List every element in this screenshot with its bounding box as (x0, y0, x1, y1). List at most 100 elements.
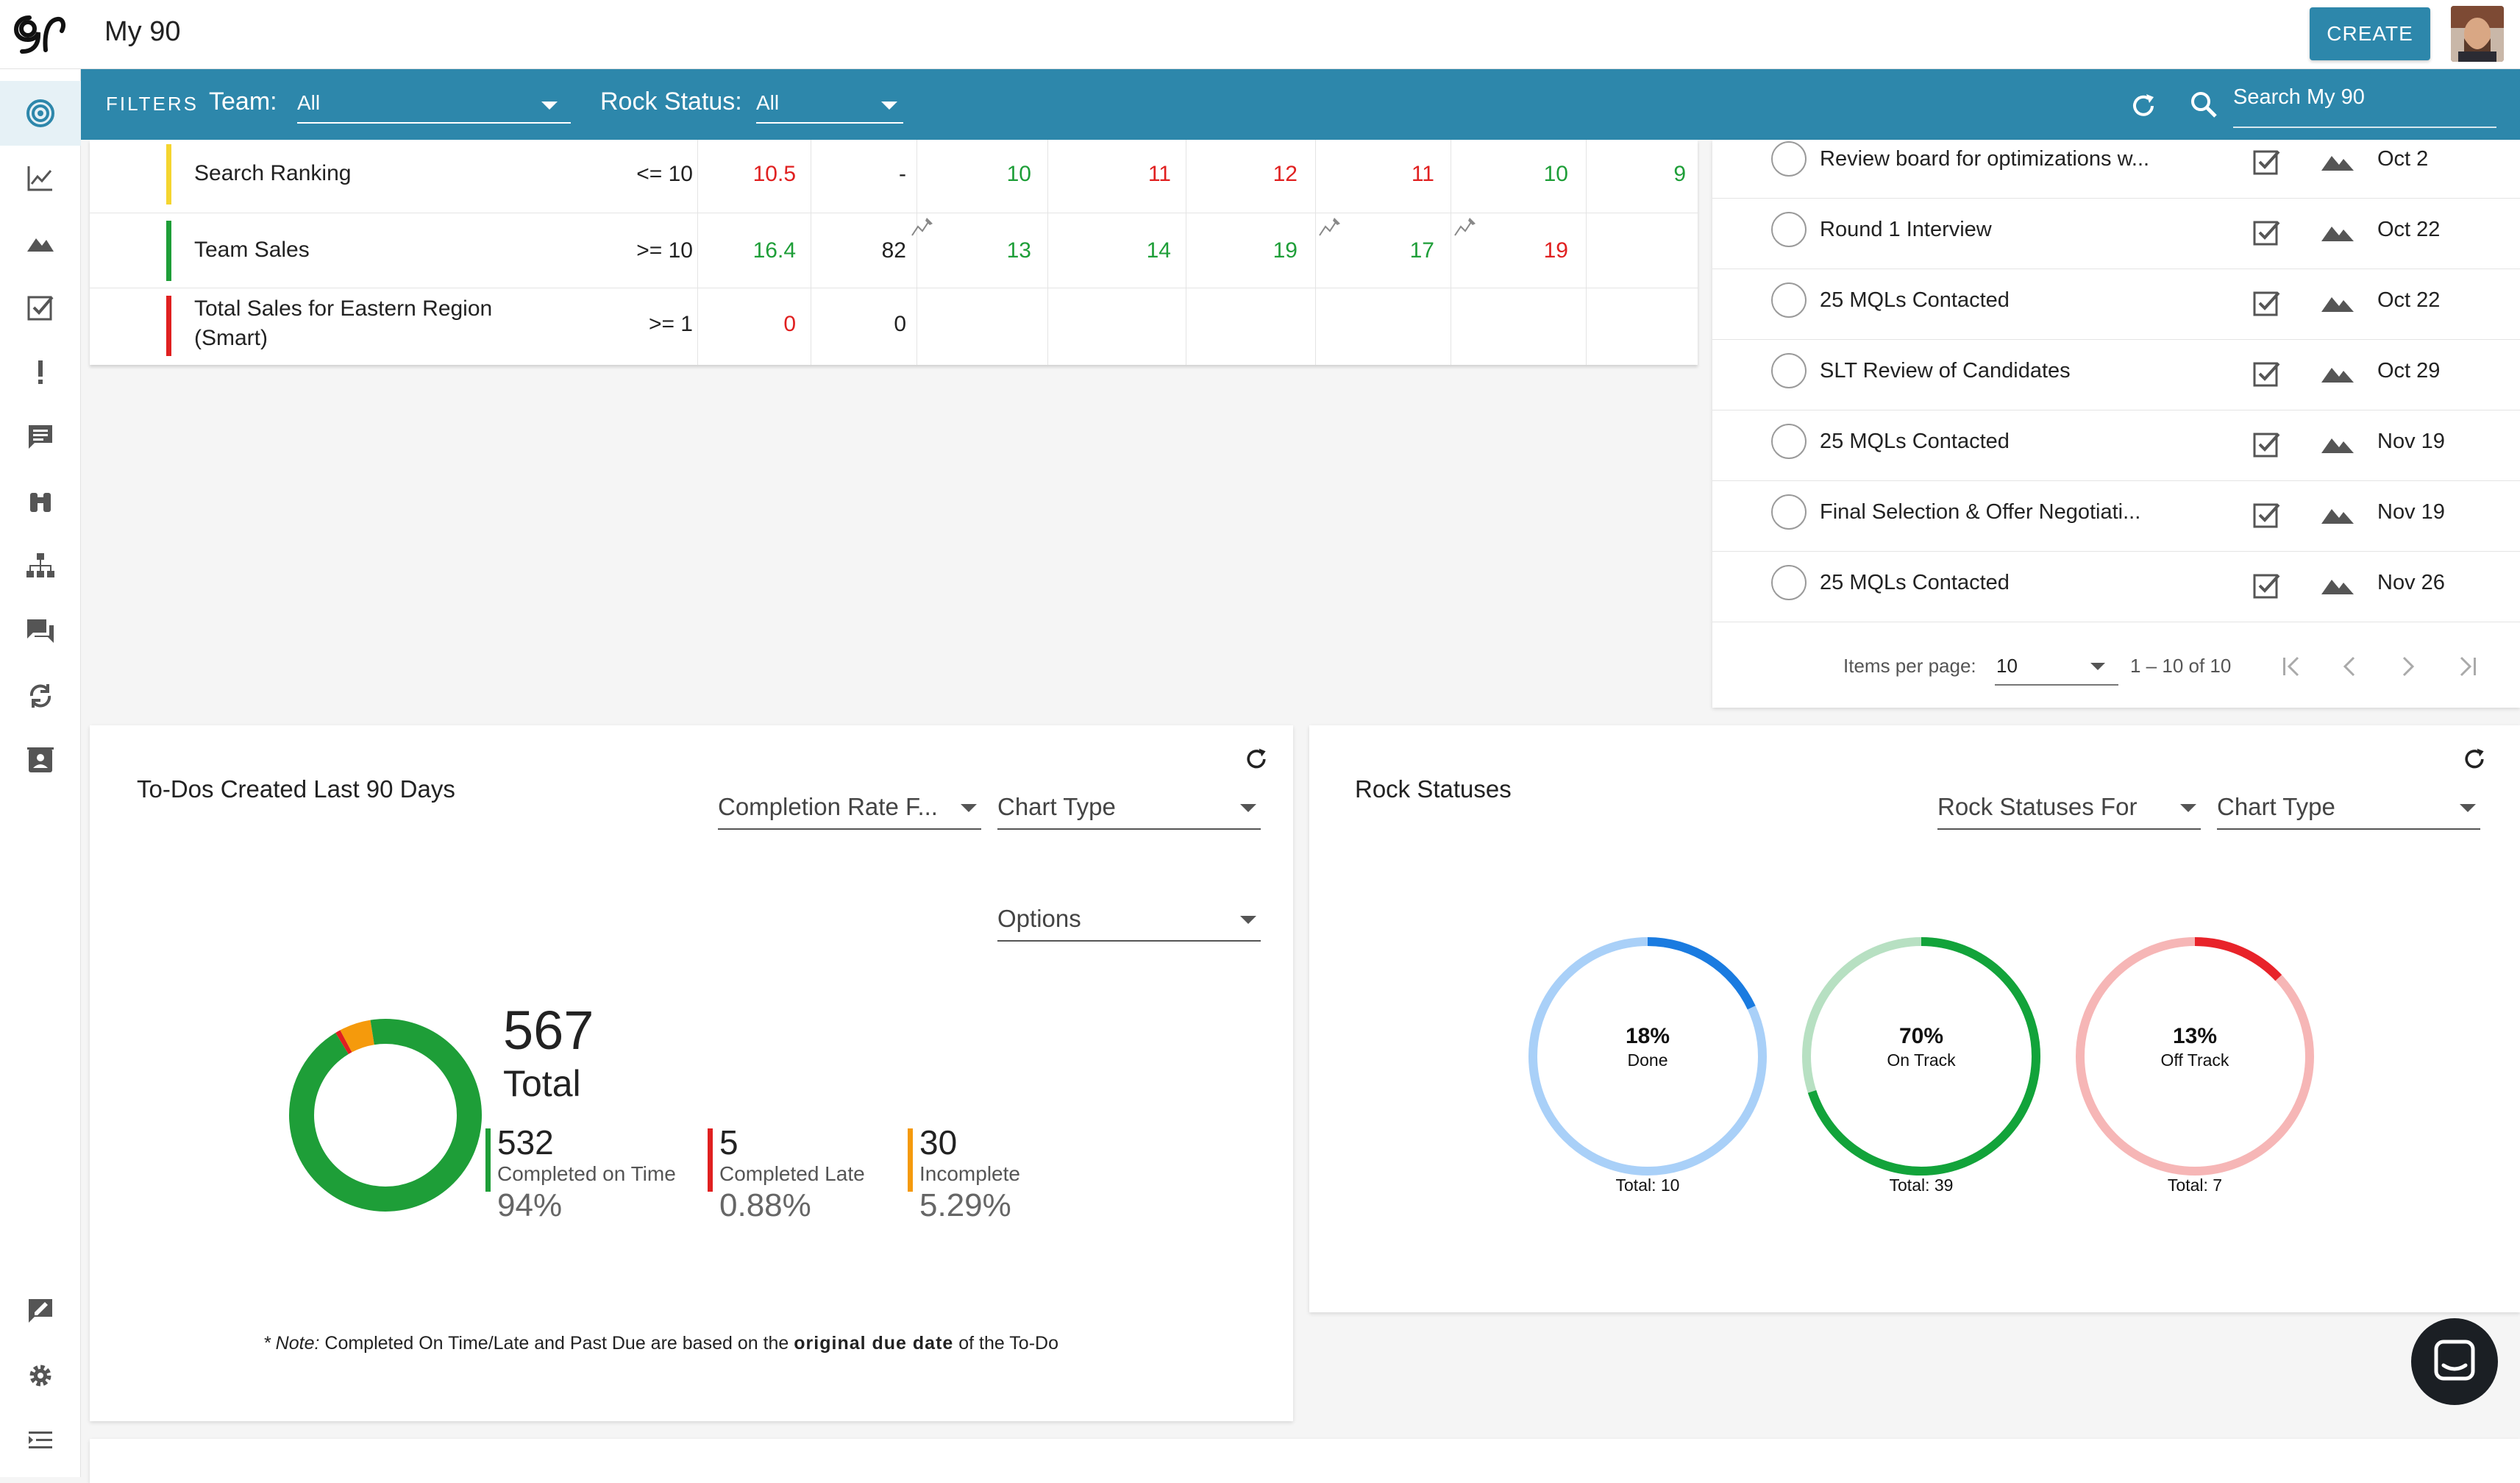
refresh-icon[interactable] (2461, 746, 2488, 772)
scorecard-row[interactable]: Search Ranking <= 10 10.5 - 10 11 12 11 … (90, 140, 1698, 213)
score-cell[interactable]: 10 (1006, 162, 1031, 186)
score-cell[interactable]: 11 (1411, 162, 1434, 186)
rock-status-select[interactable]: All (756, 91, 780, 114)
rock-title[interactable]: 25 MQLs Contacted (1820, 430, 2010, 453)
score-cell[interactable]: 10 (1543, 162, 1568, 186)
target-icon[interactable] (21, 94, 60, 132)
last-page-icon[interactable] (2454, 653, 2480, 680)
score-cell[interactable]: 14 (1146, 238, 1171, 263)
exclamation-icon[interactable] (21, 353, 60, 391)
rock-title[interactable]: SLT Review of Candidates (1820, 359, 2071, 383)
rock-title[interactable]: 25 MQLs Contacted (1820, 571, 2010, 594)
options-select[interactable]: Options (997, 897, 1261, 942)
mountain-icon[interactable] (2321, 503, 2354, 525)
score-cell[interactable]: 0 (783, 312, 796, 336)
rock-row[interactable]: SLT Review of Candidates Oct 29 (1712, 340, 2520, 410)
rock-row[interactable]: Final Selection & Offer Negotiati... Nov … (1712, 481, 2520, 552)
chart-type-select[interactable]: Chart Type (2217, 786, 2480, 830)
rock-title[interactable]: Final Selection & Offer Negotiati... (1820, 500, 2141, 524)
checkbox-icon[interactable] (2252, 288, 2282, 318)
refresh-icon[interactable] (2129, 91, 2158, 121)
contact-card-icon[interactable] (21, 742, 60, 780)
ring-chart (1528, 937, 1767, 1176)
create-button[interactable]: CREATE (2310, 7, 2430, 60)
score-cell[interactable]: 13 (1006, 238, 1031, 263)
org-chart-icon[interactable] (21, 547, 60, 586)
refresh-icon[interactable] (1243, 746, 1270, 772)
score-cell[interactable]: 16.4 (752, 238, 796, 263)
checkbox-icon[interactable] (2252, 500, 2282, 530)
rock-statuses-for-select[interactable]: Rock Statuses For (1937, 786, 2201, 830)
chevron-down-icon[interactable] (541, 102, 558, 110)
avatar[interactable] (2451, 6, 2504, 62)
checkbox-icon[interactable] (2252, 218, 2282, 247)
mountain-icon[interactable] (2321, 150, 2354, 172)
mountain-icon[interactable] (2321, 574, 2354, 596)
score-cell[interactable]: 11 (1147, 162, 1171, 186)
checkbox-icon[interactable] (2252, 359, 2282, 388)
menu-collapse-icon[interactable] (21, 1421, 60, 1459)
rock-title[interactable]: Review board for optimizations w... (1820, 147, 2150, 171)
note-icon[interactable] (1453, 215, 1478, 237)
status-bar-green (166, 221, 171, 281)
rock-complete-toggle[interactable] (1771, 353, 1807, 388)
rock-title[interactable]: Round 1 Interview (1820, 218, 1992, 241)
note-icon[interactable] (1318, 215, 1343, 237)
chevron-down-icon[interactable] (881, 102, 897, 110)
completion-rate-select[interactable]: Completion Rate F... (718, 786, 981, 830)
rock-complete-toggle[interactable] (1771, 282, 1807, 318)
checkbox-icon[interactable] (2252, 571, 2282, 600)
rock-row[interactable]: 25 MQLs Contacted Nov 26 (1712, 552, 2520, 622)
mountain-icon[interactable] (2321, 221, 2354, 243)
search-input[interactable]: Search My 90 (2233, 85, 2365, 109)
score-cell[interactable]: 10.5 (752, 162, 796, 186)
line-chart-icon[interactable] (21, 159, 60, 197)
score-cell[interactable]: 19 (1543, 238, 1568, 263)
score-cell[interactable]: 17 (1409, 238, 1434, 263)
score-cell[interactable]: 19 (1273, 238, 1298, 263)
score-cell[interactable]: 12 (1273, 162, 1298, 186)
sync-icon[interactable] (21, 677, 60, 715)
team-select[interactable]: All (297, 91, 321, 114)
rock-complete-toggle[interactable] (1771, 494, 1807, 530)
rock-row[interactable]: 25 MQLs Contacted Oct 22 (1712, 269, 2520, 340)
rock-row[interactable]: Review board for optimizations w... Oct 2 (1712, 140, 2520, 199)
mountain-icon[interactable] (2321, 291, 2354, 313)
score-cell[interactable]: - (899, 162, 906, 186)
score-cell[interactable]: 0 (894, 312, 906, 336)
rock-title[interactable]: 25 MQLs Contacted (1820, 288, 2010, 312)
score-cell[interactable]: 82 (881, 238, 906, 263)
ninety-logo[interactable] (13, 13, 66, 56)
search-icon[interactable] (2189, 90, 2218, 119)
checkbox-icon[interactable] (21, 288, 60, 327)
rock-row[interactable]: 25 MQLs Contacted Nov 19 (1712, 410, 2520, 481)
rock-row[interactable]: Round 1 Interview Oct 22 (1712, 199, 2520, 269)
scorecard-row[interactable]: Team Sales >= 10 16.4 82 13 14 19 17 19 (90, 213, 1698, 288)
chevron-down-icon[interactable] (2090, 663, 2105, 670)
checkbox-icon[interactable] (2252, 430, 2282, 459)
first-page-icon[interactable] (2279, 653, 2305, 680)
prev-page-icon[interactable] (2336, 653, 2363, 680)
rock-complete-toggle[interactable] (1771, 141, 1807, 177)
scorecard-row[interactable]: Total Sales for Eastern Region (Smart) >… (90, 288, 1698, 363)
ring-chart (2076, 937, 2314, 1176)
message-icon[interactable] (21, 418, 60, 456)
mountain-icon[interactable] (21, 224, 60, 262)
checkbox-icon[interactable] (2252, 147, 2282, 177)
mountain-icon[interactable] (2321, 433, 2354, 455)
binoculars-icon[interactable] (21, 483, 60, 521)
chart-type-select[interactable]: Chart Type (997, 786, 1261, 830)
chat-icon[interactable] (21, 612, 60, 650)
chevron-down-icon (2180, 804, 2196, 812)
gear-icon[interactable] (21, 1356, 60, 1395)
mountain-icon[interactable] (2321, 362, 2354, 384)
score-cell[interactable]: 9 (1673, 162, 1686, 186)
feedback-icon[interactable] (21, 1292, 60, 1330)
rock-complete-toggle[interactable] (1771, 212, 1807, 247)
chat-launcher-button[interactable] (2411, 1318, 2498, 1405)
next-page-icon[interactable] (2395, 653, 2421, 680)
rock-complete-toggle[interactable] (1771, 565, 1807, 600)
items-per-page-select[interactable]: 10 (1996, 655, 2018, 677)
rock-complete-toggle[interactable] (1771, 424, 1807, 459)
note-icon[interactable] (911, 215, 936, 237)
